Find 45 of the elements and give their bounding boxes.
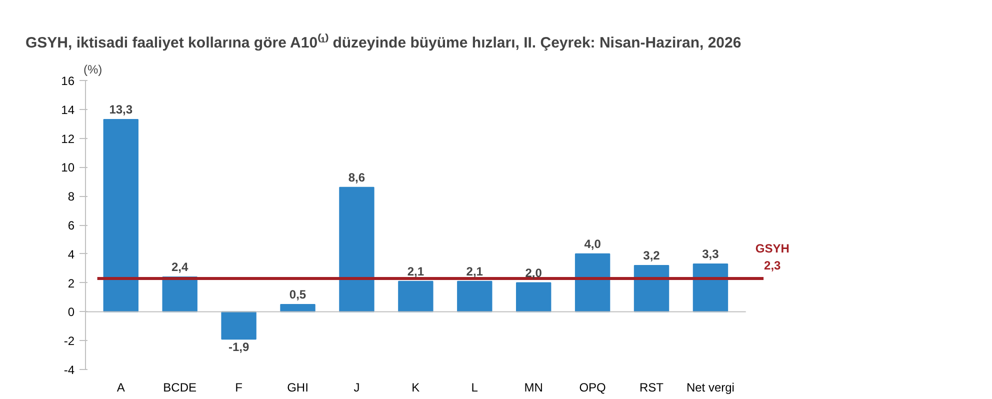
x-tick-label: RST <box>640 380 664 394</box>
x-tick-label: F <box>235 380 242 394</box>
y-tick-label: 16 <box>61 74 75 88</box>
x-tick-label: OPQ <box>579 380 606 394</box>
bar <box>692 264 728 312</box>
y-tick-label: 14 <box>61 102 75 117</box>
x-tick-label: MN <box>524 380 543 394</box>
data-label: -1,9 <box>228 340 250 354</box>
y-tick-label: 10 <box>61 160 75 175</box>
chart-title: GSYH, iktisadi faaliyet kollarına göre A10⁽¹⁾ düzeyinde büyüme hızları, II. Çeyrek: Nisan-Haziran, 2026 <box>26 34 742 52</box>
bar <box>574 253 610 312</box>
data-label: 2,0 <box>525 266 542 280</box>
bar <box>221 311 256 340</box>
x-tick-label: GHI <box>287 380 308 394</box>
x-tick-label: A <box>116 380 125 394</box>
bar <box>516 282 552 312</box>
y-tick-label: 6 <box>68 218 75 232</box>
y-tick-label: 0 <box>68 305 75 320</box>
bar <box>339 186 374 312</box>
data-label: 13,3 <box>109 102 133 117</box>
y-tick-label: 4 <box>68 247 75 262</box>
bar <box>398 280 434 312</box>
data-label: 2,1 <box>407 264 424 278</box>
data-label: 0,5 <box>289 287 306 302</box>
x-tick-label: L <box>471 380 478 394</box>
data-label: 3,3 <box>702 247 720 262</box>
x-tick-label: J <box>354 380 360 394</box>
y-tick-label: 2 <box>68 276 75 290</box>
bar <box>103 119 138 312</box>
x-tick-label: BCDE <box>163 380 197 394</box>
y-tick-label: 8 <box>68 190 75 204</box>
y-axis-title: (%) <box>84 62 102 76</box>
y-tick-label: 12 <box>61 132 75 146</box>
y-tick-label: -4 <box>64 363 75 377</box>
data-label: 2,4 <box>171 260 189 274</box>
data-label: 8,6 <box>348 170 366 184</box>
data-label: 2,1 <box>466 264 484 278</box>
bar <box>457 280 492 312</box>
ref-line-label: GSYH 2,3 <box>755 242 790 272</box>
x-tick-label: K <box>412 380 420 394</box>
y-tick-label: -2 <box>64 334 75 348</box>
data-label: 3,2 <box>643 248 660 262</box>
bar <box>634 264 670 312</box>
x-tick-label: Net vergi <box>686 380 734 394</box>
data-label: 4,0 <box>584 236 602 251</box>
